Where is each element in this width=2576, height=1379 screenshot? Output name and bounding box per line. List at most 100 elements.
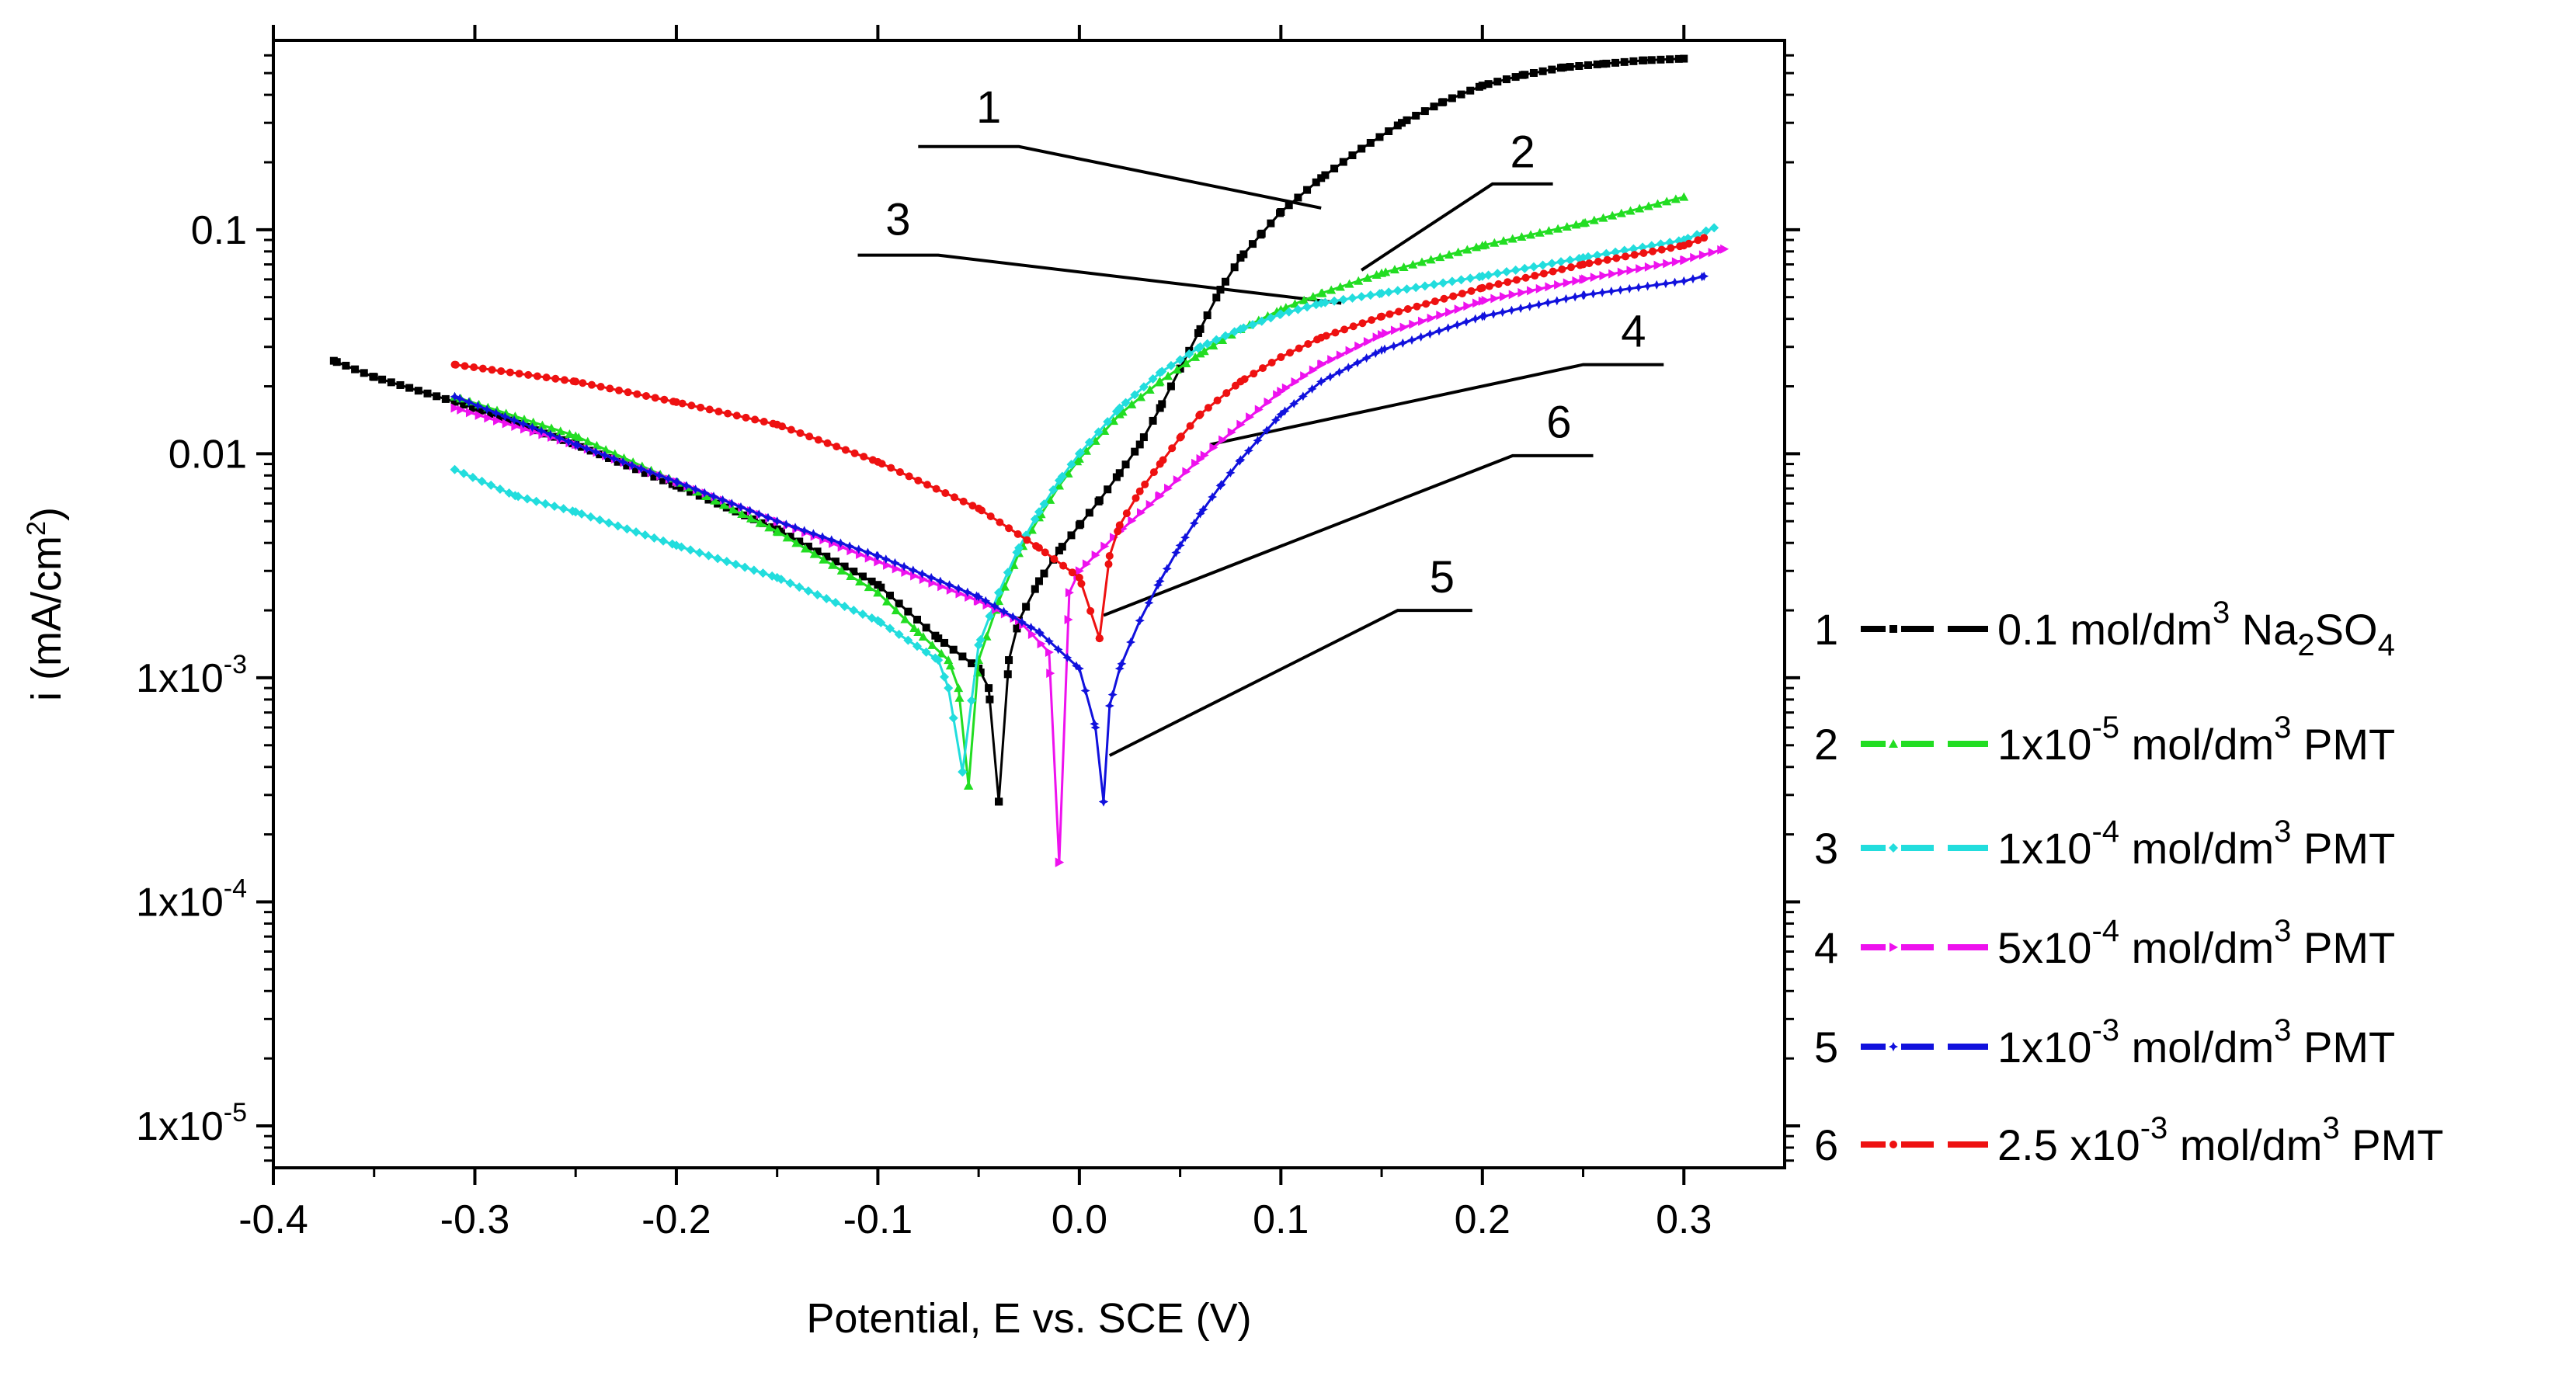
data-point — [1611, 58, 1620, 67]
data-point — [441, 394, 450, 403]
data-point — [1566, 63, 1574, 71]
annotation-label-1: 1 — [976, 82, 1001, 133]
data-point — [819, 554, 829, 564]
data-point — [1218, 435, 1228, 445]
y-tick-exponent: -3 — [224, 650, 247, 679]
data-point — [672, 398, 680, 406]
data-point — [1054, 481, 1064, 490]
data-point — [1588, 289, 1598, 299]
data-point — [1592, 250, 1602, 260]
data-point — [949, 645, 958, 654]
data-point — [1108, 416, 1118, 426]
data-point — [1538, 260, 1548, 270]
legend-number: 4 — [1814, 923, 1838, 972]
data-point — [486, 480, 496, 490]
data-point — [650, 472, 659, 481]
data-point — [560, 376, 568, 384]
data-point — [1500, 291, 1509, 301]
data-point — [1680, 54, 1688, 63]
data-point — [933, 655, 944, 665]
data-point — [1303, 186, 1312, 194]
data-point — [1112, 473, 1121, 481]
data-point — [1545, 282, 1554, 292]
data-point — [1243, 446, 1253, 456]
legend-label: 5x10-4 mol/dm3 PMT — [1997, 914, 2395, 972]
legend-text-part: PMT — [2340, 1120, 2444, 1169]
data-point — [511, 421, 520, 431]
data-point — [994, 596, 1004, 606]
data-point — [378, 375, 387, 384]
data-point — [510, 412, 520, 421]
data-point — [772, 516, 782, 526]
data-point — [1535, 228, 1545, 237]
x-tick-label: 0.2 — [1455, 1197, 1510, 1242]
data-point — [1340, 325, 1349, 334]
legend-text-part: mol/dm — [2119, 1023, 2274, 1072]
data-point — [1063, 468, 1073, 478]
data-point — [874, 581, 882, 589]
data-point — [1511, 73, 1520, 82]
data-point — [1264, 397, 1273, 407]
data-point — [1271, 415, 1281, 425]
data-point — [450, 398, 459, 406]
data-point — [1126, 637, 1136, 648]
data-point — [1633, 283, 1643, 293]
data-point — [755, 518, 765, 527]
data-point — [1203, 311, 1212, 320]
data-point — [995, 797, 1003, 806]
data-point — [1105, 551, 1114, 560]
data-point — [687, 401, 696, 410]
data-point — [705, 405, 714, 414]
data-point — [1196, 410, 1205, 419]
data-point — [1561, 294, 1571, 304]
data-point — [1194, 328, 1202, 337]
data-point — [1572, 276, 1581, 286]
data-point — [1085, 509, 1093, 517]
data-point — [1281, 383, 1291, 393]
data-point — [1347, 293, 1358, 303]
data-point — [1236, 377, 1245, 386]
data-point — [864, 553, 874, 563]
data-point — [704, 551, 714, 561]
y-tick-label: 1x10-4 — [136, 874, 247, 925]
annotation-leader-4 — [1210, 363, 1664, 446]
data-point — [1699, 271, 1709, 281]
data-point — [1227, 427, 1236, 437]
data-point — [1493, 269, 1503, 279]
data-point — [1444, 249, 1454, 259]
data-point — [1393, 121, 1402, 130]
data-point — [1598, 213, 1608, 222]
data-point — [1562, 221, 1572, 231]
data-point — [468, 472, 478, 482]
data-point — [1249, 240, 1257, 248]
data-point — [1045, 495, 1055, 504]
data-point — [1307, 384, 1317, 394]
data-point — [887, 464, 895, 472]
data-point — [605, 453, 614, 462]
y-tick-label: 1x10-5 — [136, 1098, 247, 1149]
data-point — [627, 460, 637, 471]
data-point — [1286, 349, 1295, 357]
data-point — [450, 464, 460, 474]
data-point — [1250, 370, 1258, 378]
data-point — [1559, 63, 1567, 71]
data-point — [497, 366, 506, 375]
data-point — [768, 523, 777, 531]
data-point — [1425, 329, 1435, 339]
x-axis-label: Potential, E vs. SCE (V) — [806, 1295, 1251, 1342]
data-point — [1115, 521, 1124, 530]
data-point — [1608, 210, 1618, 220]
data-point — [908, 565, 918, 575]
data-point — [918, 632, 928, 641]
data-point — [609, 453, 619, 464]
data-point — [1277, 353, 1285, 361]
data-point — [1389, 265, 1399, 274]
data-point — [944, 580, 954, 590]
data-point — [1667, 244, 1675, 252]
data-point — [1103, 417, 1113, 427]
data-point — [873, 551, 883, 561]
data-point — [1316, 298, 1326, 308]
data-point — [873, 616, 883, 626]
data-point — [1317, 360, 1326, 370]
data-point — [1399, 262, 1409, 271]
